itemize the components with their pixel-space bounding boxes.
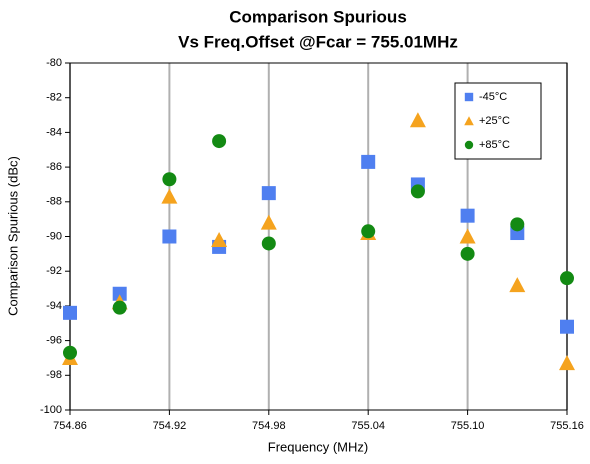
y-tick-label: -92 (46, 265, 62, 277)
point (509, 277, 526, 293)
point (63, 345, 77, 360)
y-tick-label: -86 (46, 161, 62, 173)
point (559, 355, 575, 371)
plot-border (69, 62, 568, 411)
y-tick-label: -98 (46, 369, 62, 381)
x-tick-label: 755.04 (351, 420, 385, 432)
point (410, 184, 425, 199)
point (361, 224, 376, 239)
y-tick-label: -94 (46, 300, 62, 312)
legend-label: +25°C (479, 115, 510, 127)
y-tick-label: -80 (46, 57, 62, 69)
chart-title: Comparison Spurious (229, 7, 407, 26)
point (460, 246, 475, 261)
x-tick-label: 755.10 (451, 420, 485, 432)
legend-label: -45°C (479, 91, 507, 103)
legend-marker (464, 140, 474, 150)
point (162, 229, 177, 244)
point (63, 305, 77, 320)
point (409, 112, 426, 128)
y-axis-label: Comparison Spurious (dBc) (5, 156, 20, 316)
y-tick-label: -96 (46, 335, 62, 347)
point (560, 319, 574, 334)
x-axis-label: Frequency (MHz) (268, 439, 368, 454)
point (161, 188, 178, 204)
legend-marker (464, 92, 474, 102)
legend-marker (464, 116, 474, 126)
x-tick-label: 755.16 (550, 420, 584, 432)
point (459, 228, 476, 244)
point (162, 172, 177, 187)
y-tick-label: -82 (46, 92, 62, 104)
point (112, 286, 127, 301)
x-tick-label: 754.86 (53, 420, 87, 432)
point (212, 134, 227, 149)
y-tick-label: -84 (46, 126, 62, 138)
x-tick-label: 754.92 (153, 420, 187, 432)
y-tick-label: -100 (40, 404, 62, 416)
point (112, 300, 127, 315)
point (261, 186, 276, 201)
point (211, 231, 228, 247)
point (560, 271, 574, 286)
y-tick-label: -90 (46, 230, 62, 242)
chart-title: Vs Freq.Offset @Fcar = 755.01MHz (178, 32, 458, 51)
point (510, 217, 525, 232)
legend-label: +85°C (479, 139, 510, 151)
y-tick-label: -88 (46, 196, 62, 208)
point (460, 208, 475, 223)
x-tick-label: 754.98 (252, 420, 286, 432)
point (361, 154, 376, 169)
point (261, 236, 276, 251)
point (260, 214, 277, 230)
